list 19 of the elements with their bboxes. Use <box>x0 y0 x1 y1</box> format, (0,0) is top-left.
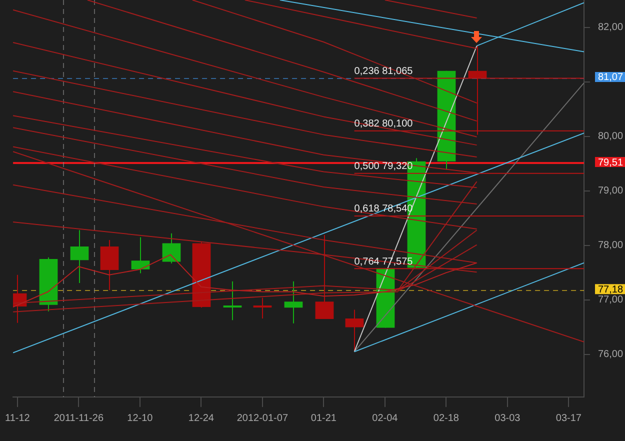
x-tick-label: 2011-11-26 <box>54 412 104 424</box>
x-tick-label: 02-18 <box>433 412 460 424</box>
ref-line-label: 79,51 <box>598 157 624 168</box>
ref-line-label: 81,07 <box>598 72 624 84</box>
x-tick-label: 02-04 <box>372 412 398 424</box>
y-tick-label: 76,00 <box>598 349 624 360</box>
x-tick-label: 11-12 <box>4 412 30 424</box>
x-tick-label: 12-24 <box>188 412 214 424</box>
x-tick-label: 01-21 <box>310 412 337 424</box>
y-tick-label: 77,00 <box>598 294 624 306</box>
x-tick-label: 03-03 <box>494 412 521 424</box>
y-tick-label: 80,00 <box>598 131 624 142</box>
y-tick-label: 78,00 <box>598 240 624 252</box>
x-tick-label: 12-10 <box>127 412 154 424</box>
y-tick-label: 79,00 <box>598 186 624 197</box>
y-tick-label: 82,00 <box>598 22 624 34</box>
x-tick-label: 2012-01-07 <box>236 412 288 424</box>
ref-line-label: 77,18 <box>598 284 624 296</box>
x-tick-label: 03-17 <box>556 412 582 424</box>
